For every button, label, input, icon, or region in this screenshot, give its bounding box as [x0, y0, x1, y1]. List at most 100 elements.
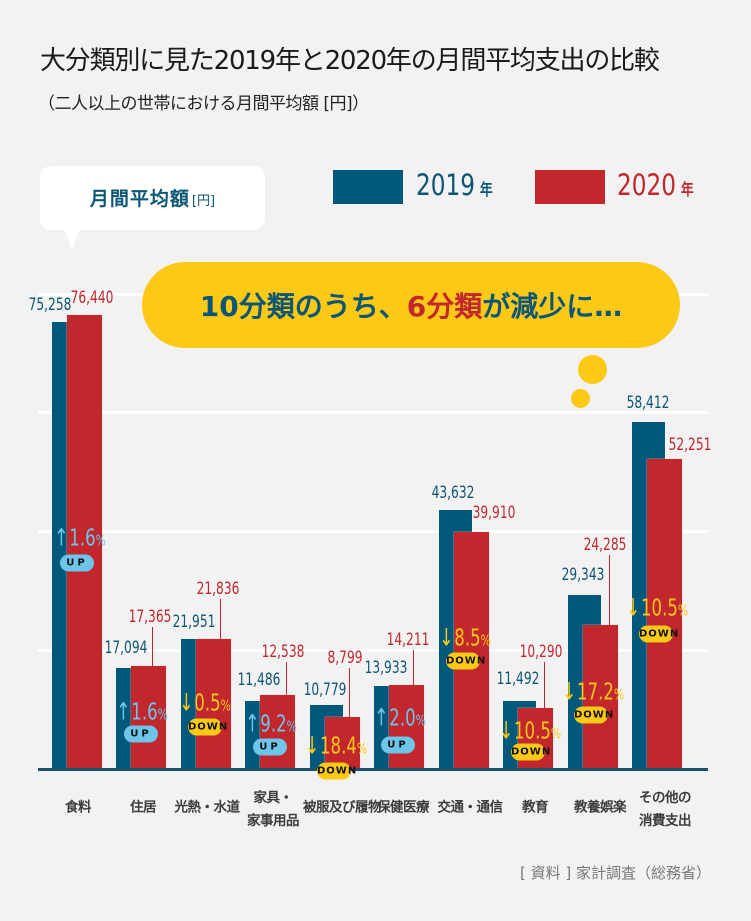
category-label-line: 住居: [130, 799, 157, 816]
data-label-2020: 17,365: [128, 607, 172, 627]
speech-bubble-tail: [64, 228, 80, 250]
category-label: 住居: [130, 797, 157, 820]
category-label: 食料: [65, 797, 92, 820]
legend-label-2020: 2020 年: [617, 168, 694, 202]
percent-sign: %: [613, 685, 625, 704]
percent-value: 1.6: [131, 699, 158, 726]
category-label-line: 消費支出: [639, 813, 692, 829]
bar-2020: [260, 694, 296, 769]
up-badge: UP: [381, 736, 415, 754]
data-label-2019: 13,933: [364, 658, 408, 678]
percent-sign: %: [677, 601, 689, 620]
data-label-2020: 12,538: [261, 642, 305, 662]
percent-value: 10.5: [641, 595, 678, 622]
arrow-up-icon: ↑: [245, 709, 260, 738]
percent-value: 18.4: [320, 733, 357, 760]
down-badge: DOWN: [511, 743, 550, 761]
arrow-up-icon: ↑: [374, 703, 389, 732]
legend-swatch-2020: [535, 170, 605, 204]
banner-text-highlight: 6分類: [406, 290, 483, 323]
data-label-2020: 14,211: [386, 630, 430, 650]
category-label: 光熱・水道: [174, 797, 241, 820]
percent-sign: %: [415, 711, 426, 730]
legend-year-suffix: 年: [479, 180, 493, 199]
unit-label: 月間平均額: [89, 188, 190, 210]
arrow-up-icon: ↑: [54, 523, 69, 552]
data-label-leader-line: [544, 662, 545, 708]
category-label-line: 家具・: [253, 790, 294, 806]
category-label: 交通・通信: [437, 797, 504, 820]
percent-value: 1.6: [69, 525, 96, 552]
up-badge: UP: [253, 738, 287, 756]
up-badge: UP: [60, 554, 94, 572]
category-label: 被服及び履物: [303, 797, 382, 820]
category-label-line: 食料: [65, 799, 92, 816]
data-label-2020: 21,836: [196, 579, 240, 599]
up-badge: UP: [124, 725, 158, 743]
percent-sign: %: [550, 724, 562, 743]
data-label-2019: 43,632: [431, 483, 475, 503]
percent-change: ↓10.5%: [626, 596, 688, 621]
data-label-leader-line: [286, 662, 287, 695]
unit-speech-bubble: 月間平均額 [円]: [40, 166, 265, 250]
percent-change: ↓17.2%: [562, 680, 624, 705]
percent-value: 8.5: [454, 625, 481, 652]
arrow-down-icon: ↓: [304, 731, 320, 760]
bar-2020: [453, 532, 489, 769]
down-badge: DOWN: [188, 718, 227, 736]
legend-label-2019: 2019 年: [416, 168, 493, 202]
data-label-2019: 11,492: [496, 669, 540, 689]
percent-value: 9.2: [260, 711, 287, 738]
bar-2020: [324, 716, 360, 769]
data-label-2019: 11,486: [237, 670, 281, 690]
chart-title: 大分類別に見た2019年と2020年の月間平均支出の比較: [40, 46, 660, 76]
banner-text-part3: が減少に…: [482, 290, 623, 323]
legend-year-2020: 2020: [617, 168, 677, 202]
data-label-leader-line: [413, 650, 414, 685]
category-label-line: 保健医療: [377, 799, 430, 816]
arrow-down-icon: ↓: [179, 688, 194, 717]
bar-2020: [195, 639, 231, 769]
bar-2020: [131, 665, 167, 769]
percent-change: ↓18.4%: [305, 734, 367, 759]
legend-swatch-2019: [333, 170, 403, 204]
thought-bubble-dot-small: [571, 389, 590, 408]
data-label-leader-line: [220, 599, 221, 640]
percent-value: 10.5: [514, 718, 551, 745]
percent-change: ↑2.0%: [374, 706, 426, 731]
data-label-2020: 39,910: [472, 503, 516, 523]
data-label-2020: 10,290: [519, 642, 563, 662]
data-label-leader-line: [152, 627, 153, 666]
bar-2020: [647, 458, 683, 769]
data-label-2020: 24,285: [583, 535, 627, 555]
percent-value: 0.5: [194, 690, 221, 717]
legend-year-2019: 2019: [416, 168, 476, 202]
chart-subtitle: （二人以上の世帯における月間平均額 [円]）: [38, 94, 369, 114]
percent-sign: %: [220, 696, 231, 715]
percent-change: ↑1.6%: [116, 700, 168, 725]
data-label-2019: 21,951: [172, 612, 216, 632]
data-label-2020: 8,799: [327, 648, 363, 668]
data-label-leader-line: [349, 668, 350, 717]
unit-suffix: [円]: [191, 194, 216, 209]
data-label-2019: 75,258: [28, 295, 72, 315]
bar-2020: [389, 684, 425, 769]
percent-sign: %: [356, 739, 368, 758]
category-label: 保健医療: [377, 797, 430, 820]
category-label-line: 光熱・水道: [174, 799, 241, 816]
gridline: [38, 530, 708, 533]
legend-year-suffix: 年: [680, 180, 694, 199]
percent-sign: %: [480, 631, 491, 650]
percent-change: ↓10.5%: [499, 719, 561, 744]
percent-change: ↓0.5%: [179, 691, 231, 716]
data-label-2019: 10,779: [303, 680, 347, 700]
data-label-2020: 76,440: [70, 288, 114, 308]
arrow-down-icon: ↓: [561, 677, 577, 706]
data-label-2019: 29,343: [561, 565, 605, 585]
arrow-up-icon: ↑: [116, 697, 131, 726]
category-label-line: 交通・通信: [437, 799, 504, 816]
category-label: 家具・ 家事用品: [247, 787, 300, 833]
percent-sign: %: [157, 705, 168, 724]
category-label-line: 教養娯楽: [574, 799, 627, 816]
gridline: [38, 648, 708, 652]
